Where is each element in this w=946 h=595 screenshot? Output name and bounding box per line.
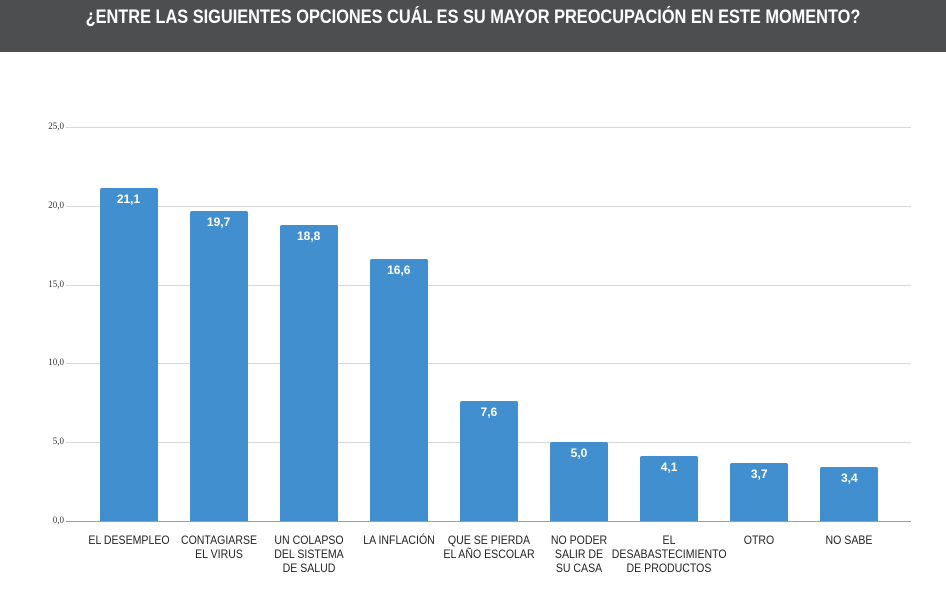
y-tick-label: 15,0 <box>48 279 64 289</box>
x-axis-baseline <box>66 521 911 522</box>
bar <box>189 210 248 521</box>
y-tick-label: 5,0 <box>52 436 64 446</box>
bar <box>459 401 518 521</box>
page-title: ¿ENTRE LAS SIGUIENTES OPCIONES CUÁL ES S… <box>85 7 861 28</box>
category-label: NO SABE <box>792 533 906 547</box>
y-tick-label: 10,0 <box>48 357 64 367</box>
bar <box>99 188 158 521</box>
bar-value-label: 4,1 <box>660 460 678 475</box>
bar-value-label: 16,6 <box>387 263 411 278</box>
category-label: EL DESABASTECIMIENTO DE PRODUCTOS <box>611 533 727 575</box>
category-label-line: EL <box>662 533 676 547</box>
category-label-line: NO SABE <box>825 533 873 547</box>
y-tick-label: 25,0 <box>48 121 64 131</box>
category-label-line: NO PODER <box>550 533 608 547</box>
gridline <box>66 363 911 364</box>
bar <box>640 456 699 521</box>
category-label: QUE SE PIERDA EL AÑO ESCOLAR <box>432 533 546 561</box>
bar <box>550 442 608 521</box>
bar-value-label: 21,1 <box>116 192 141 207</box>
category-label: UN COLAPSO DEL SISTEMA DE SALUD <box>251 533 365 575</box>
bar-value-label: 19,7 <box>206 214 231 229</box>
category-label-line: CONTAGIARSE <box>180 533 257 547</box>
category-label: CONTAGIARSE EL VIRUS <box>161 533 275 561</box>
category-label: EL DESEMPLEO <box>71 533 185 547</box>
category-label-line: SU CASA <box>555 561 603 575</box>
y-tick-label: 0,0 <box>52 515 64 525</box>
category-label-line: DE SALUD <box>282 561 336 575</box>
gridline <box>66 127 911 128</box>
category-label: OTRO <box>702 533 816 547</box>
title-banner: ¿ENTRE LAS SIGUIENTES OPCIONES CUÁL ES S… <box>0 0 946 52</box>
category-label-line: LA INFLACIÓN <box>362 533 435 547</box>
category-label-line: DE PRODUCTOS <box>626 561 712 575</box>
category-label-line: OTRO <box>743 533 775 547</box>
bar-value-label: 7,6 <box>480 405 498 420</box>
category-label-line: DESABASTECIMIENTO <box>611 547 727 561</box>
bar <box>820 467 879 521</box>
bar-value-label: 3,7 <box>750 466 768 481</box>
category-label-line: EL VIRUS <box>194 547 243 561</box>
category-label-line: SALIR DE <box>554 547 604 561</box>
bar-value-label: 3,4 <box>840 471 858 486</box>
category-label: NO PODER SALIR DE SU CASA <box>522 533 636 575</box>
bar-value-label: 18,8 <box>297 228 321 243</box>
bar-value-label: 5,0 <box>570 446 588 461</box>
category-label-line: DEL SISTEMA <box>273 547 344 561</box>
category-label-line: EL AÑO ESCOLAR <box>443 547 535 561</box>
gridline <box>66 285 911 286</box>
y-tick-label: 20,0 <box>48 200 64 210</box>
bar <box>369 259 428 521</box>
gridline <box>66 206 911 207</box>
bar <box>730 462 789 521</box>
category-label-line: UN COLAPSO <box>274 533 344 547</box>
bar <box>279 224 338 521</box>
category-label-line: EL DESEMPLEO <box>87 533 170 547</box>
category-label-line: QUE SE PIERDA <box>447 533 530 547</box>
category-label: LA INFLACIÓN <box>342 533 456 547</box>
